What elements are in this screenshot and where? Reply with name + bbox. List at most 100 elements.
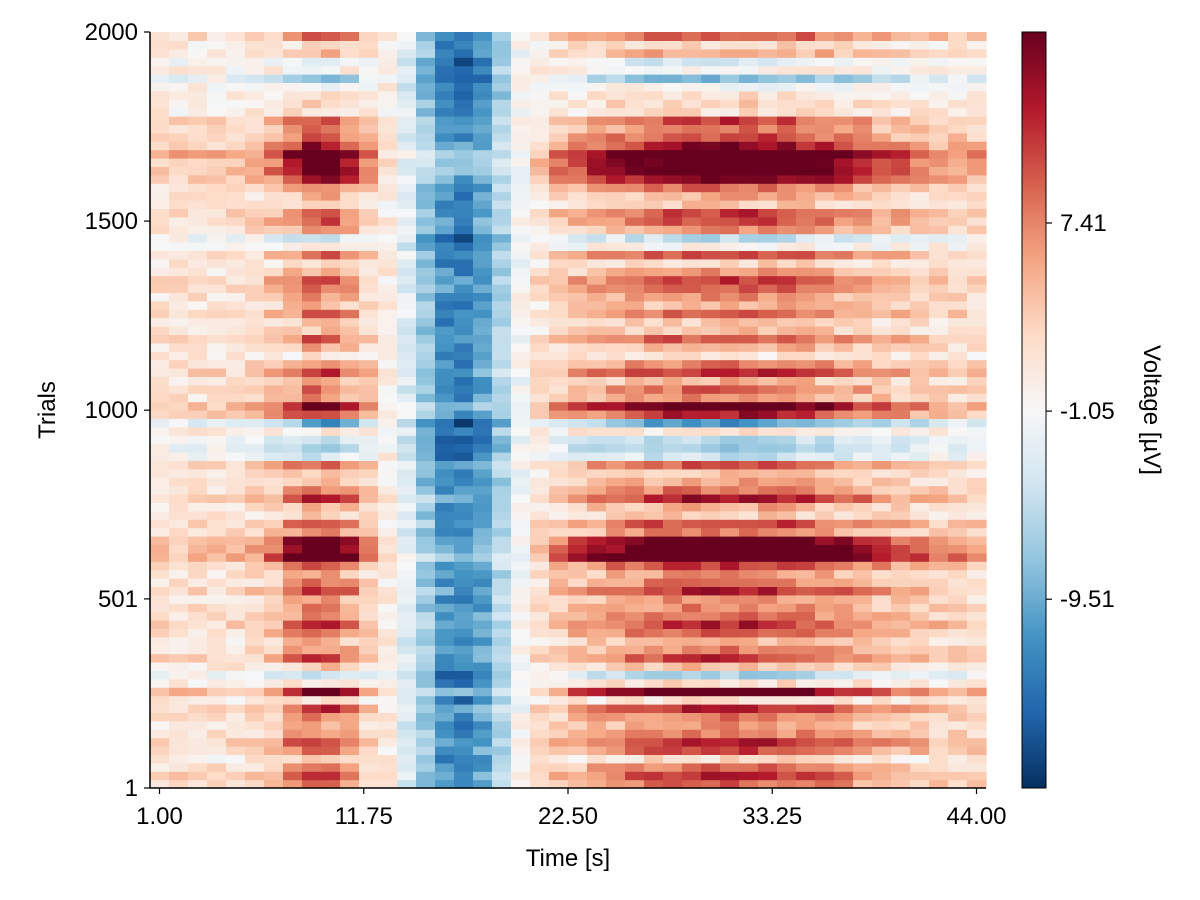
heatmap-cell bbox=[283, 418, 303, 428]
heatmap-cell bbox=[796, 174, 816, 184]
heatmap-cell bbox=[321, 216, 341, 226]
heatmap-cell bbox=[549, 351, 569, 361]
heatmap-cell bbox=[720, 107, 740, 117]
heatmap-cell bbox=[682, 90, 702, 100]
heatmap-cell bbox=[625, 645, 645, 655]
heatmap-cell bbox=[492, 578, 512, 587]
heatmap-cell bbox=[264, 678, 284, 688]
heatmap-cell bbox=[397, 653, 417, 663]
x-axis-title: Time [s] bbox=[526, 845, 610, 872]
heatmap-cell bbox=[891, 426, 911, 436]
heatmap-cell bbox=[226, 569, 246, 579]
heatmap-cell bbox=[207, 233, 227, 243]
heatmap-cell bbox=[739, 620, 759, 629]
heatmap-cell bbox=[720, 443, 740, 453]
heatmap-cell bbox=[682, 561, 702, 571]
heatmap-cell bbox=[758, 174, 778, 184]
heatmap-cell bbox=[682, 132, 702, 142]
heatmap-cell bbox=[264, 57, 284, 67]
heatmap-cell bbox=[910, 477, 930, 487]
heatmap-cell bbox=[150, 527, 170, 537]
heatmap-cell bbox=[701, 704, 721, 713]
heatmap-cell bbox=[625, 376, 645, 386]
heatmap-cell bbox=[929, 250, 949, 260]
heatmap-cell bbox=[530, 32, 550, 41]
heatmap-cell bbox=[169, 351, 189, 361]
heatmap-cell bbox=[302, 74, 322, 83]
heatmap-cell bbox=[397, 561, 417, 571]
heatmap-cell bbox=[492, 124, 512, 134]
heatmap-cell bbox=[606, 32, 626, 41]
heatmap-cell bbox=[321, 460, 341, 470]
heatmap-cell bbox=[891, 653, 911, 663]
heatmap-cell bbox=[511, 561, 531, 571]
heatmap-cell bbox=[891, 233, 911, 243]
heatmap-cell bbox=[245, 426, 265, 436]
heatmap-cell bbox=[359, 116, 379, 125]
heatmap-cell bbox=[929, 754, 949, 764]
heatmap-cell bbox=[758, 191, 778, 201]
heatmap-cell bbox=[853, 452, 873, 461]
heatmap-cell bbox=[530, 628, 550, 638]
heatmap-cell bbox=[948, 536, 968, 545]
heatmap-cell bbox=[150, 242, 170, 251]
heatmap-cell bbox=[492, 40, 512, 50]
heatmap-cell bbox=[872, 74, 892, 83]
heatmap-cell bbox=[587, 258, 607, 268]
heatmap-cell bbox=[264, 116, 284, 125]
heatmap-cell bbox=[682, 569, 702, 579]
heatmap-cell bbox=[283, 452, 303, 461]
heatmap-cell bbox=[834, 65, 854, 75]
heatmap-cell bbox=[321, 544, 341, 554]
heatmap-cell bbox=[511, 351, 531, 361]
heatmap-cell bbox=[169, 334, 189, 344]
heatmap-cell bbox=[530, 208, 550, 218]
heatmap-cell bbox=[359, 527, 379, 537]
heatmap-cell bbox=[549, 754, 569, 764]
heatmap-cell bbox=[929, 90, 949, 100]
heatmap-cell bbox=[777, 410, 797, 419]
heatmap-cell bbox=[378, 284, 398, 293]
heatmap-cell bbox=[492, 225, 512, 235]
heatmap-cell bbox=[777, 90, 797, 100]
heatmap-cell bbox=[739, 284, 759, 293]
heatmap-cell bbox=[150, 519, 170, 529]
heatmap-cell bbox=[492, 57, 512, 67]
colorbar bbox=[1021, 31, 1047, 789]
heatmap-cell bbox=[416, 166, 436, 176]
heatmap-cell bbox=[283, 376, 303, 386]
heatmap-cell bbox=[264, 687, 284, 697]
heatmap-cell bbox=[188, 166, 208, 176]
heatmap-cell bbox=[682, 99, 702, 109]
heatmap-cell bbox=[264, 435, 284, 445]
heatmap-cell bbox=[321, 258, 341, 268]
heatmap-cell bbox=[872, 300, 892, 310]
heatmap-cell bbox=[245, 401, 265, 411]
heatmap-cell bbox=[796, 704, 816, 713]
heatmap-cell bbox=[625, 485, 645, 495]
heatmap-cell bbox=[245, 267, 265, 277]
heatmap-cell bbox=[891, 678, 911, 688]
heatmap-cell bbox=[435, 284, 455, 293]
heatmap-cell bbox=[929, 645, 949, 655]
heatmap-cell bbox=[929, 426, 949, 436]
heatmap-cell bbox=[511, 754, 531, 764]
heatmap-cell bbox=[720, 82, 740, 92]
heatmap-cell bbox=[644, 754, 664, 764]
heatmap-cell bbox=[283, 334, 303, 344]
heatmap-cell bbox=[625, 32, 645, 41]
heatmap-cell bbox=[245, 737, 265, 747]
heatmap-cell bbox=[511, 443, 531, 453]
heatmap-cell bbox=[397, 292, 417, 302]
heatmap-cell bbox=[416, 586, 436, 596]
heatmap-cell bbox=[397, 695, 417, 705]
heatmap-cell bbox=[530, 401, 550, 411]
heatmap-cell bbox=[967, 603, 987, 613]
heatmap-cell bbox=[226, 342, 246, 352]
heatmap-cell bbox=[454, 57, 474, 67]
heatmap-cell bbox=[150, 418, 170, 428]
heatmap-cell bbox=[891, 116, 911, 125]
heatmap-cell bbox=[226, 544, 246, 554]
heatmap-cell bbox=[777, 48, 797, 58]
heatmap-cell bbox=[416, 48, 436, 58]
